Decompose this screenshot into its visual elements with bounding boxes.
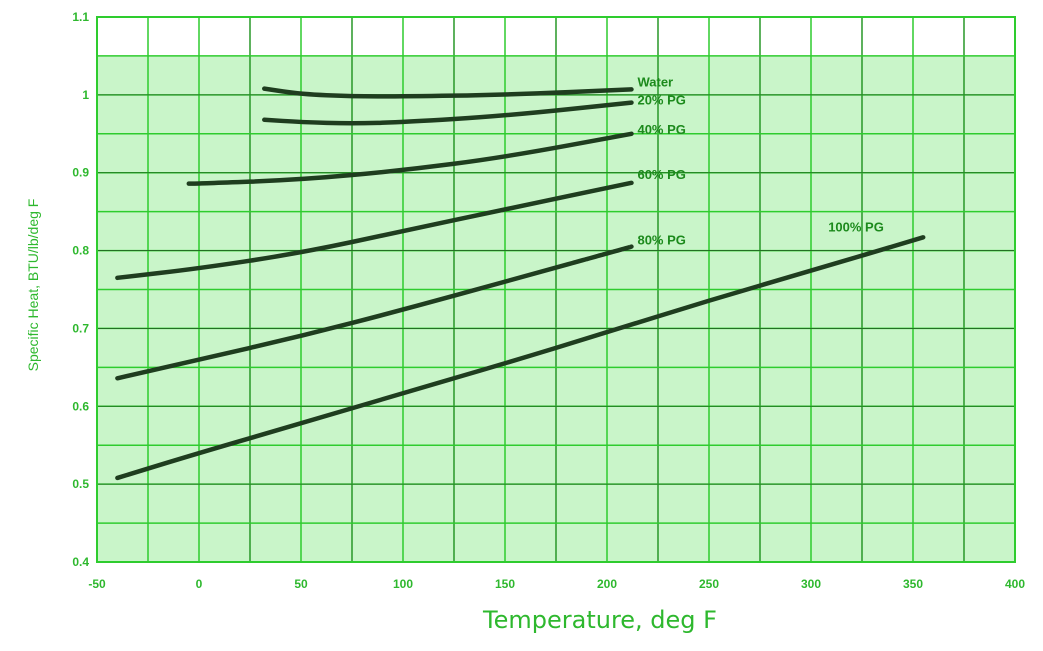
series-label: 60% PG (637, 167, 685, 182)
series-line (115, 180, 634, 281)
x-tick-label: 350 (903, 577, 923, 591)
x-tick-label: 0 (196, 577, 203, 591)
y-tick-label: 0.7 (72, 321, 89, 335)
x-tick-label: -50 (88, 577, 106, 591)
y-axis-label: Specific Heat, BTU/lb/deg F (25, 199, 41, 372)
x-tick-label: 300 (801, 577, 821, 591)
x-tick-label: 400 (1005, 577, 1025, 591)
grid (96, 16, 1016, 563)
series-line (115, 244, 634, 381)
y-tick-label: 0.8 (72, 244, 89, 258)
x-tick-label: 200 (597, 577, 617, 591)
y-tick-label: 1 (82, 88, 89, 102)
y-tick-label: 0.5 (72, 477, 89, 491)
tick-labels: -50 0 50 100 150 200 250 300 350 400 0.4 0.5 0.6 0.7 0… (72, 10, 1025, 591)
series-line (115, 235, 926, 481)
x-tick-label: 50 (294, 577, 308, 591)
series-line (186, 131, 634, 186)
axes (96, 16, 1016, 563)
y-tick-label: 1.1 (72, 10, 89, 24)
series-lines (115, 86, 926, 481)
y-tick-label: 0.4 (72, 555, 89, 569)
series-label: 80% PG (637, 233, 685, 248)
y-tick-label: 0.9 (72, 166, 89, 180)
series-labels: Water 20% PG 40% PG 60% PG 80% PG 100% PG (637, 74, 883, 247)
series-line (262, 86, 634, 99)
series-label: 40% PG (637, 122, 685, 137)
x-tick-label: 100 (393, 577, 413, 591)
y-tick-label: 0.6 (72, 399, 89, 413)
series-line (262, 100, 634, 126)
x-axis-label: Temperature, deg F (482, 606, 717, 634)
series-label: 100% PG (828, 219, 884, 234)
series-label: 20% PG (637, 93, 685, 108)
x-tick-label: 250 (699, 577, 719, 591)
x-tick-label: 150 (495, 577, 515, 591)
plot-frame (96, 16, 1016, 563)
series-label: Water (637, 74, 673, 89)
